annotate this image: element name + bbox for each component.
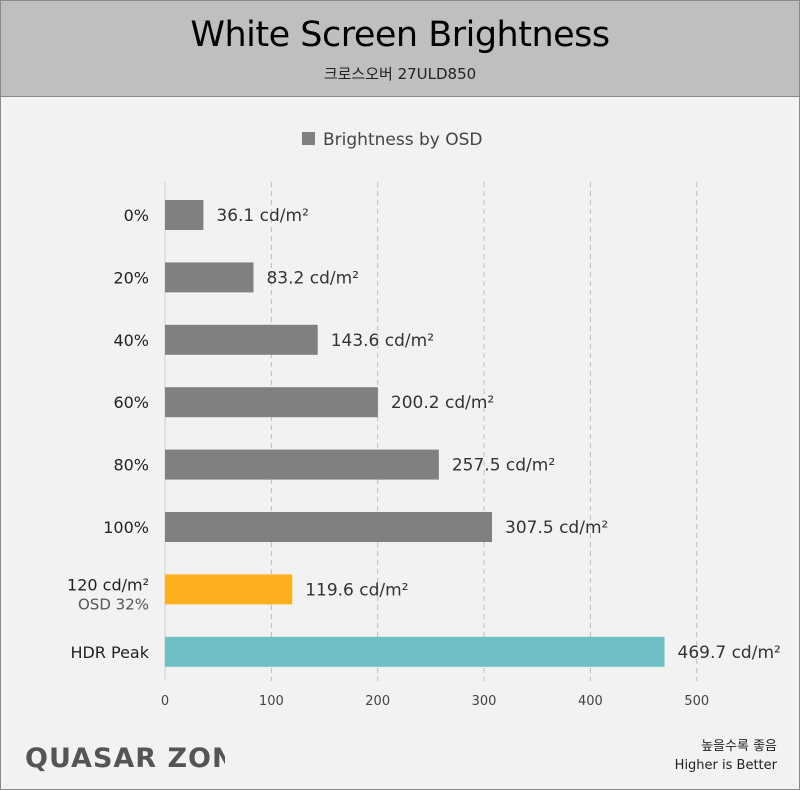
- x-tick-label: 200: [365, 694, 390, 709]
- category-label: 80%: [113, 456, 149, 475]
- bar-value-label: 469.7 cd/m²: [678, 643, 781, 663]
- bar: [165, 387, 378, 418]
- footer-note-en: Higher is Better: [674, 758, 777, 773]
- bar: [165, 262, 254, 293]
- category-sublabel: OSD 32%: [78, 595, 149, 613]
- footer-note: 높을수록 좋음 Higher is Better: [675, 737, 777, 775]
- bar-value-label: 36.1 cd/m²: [216, 206, 308, 226]
- chart-title: White Screen Brightness: [190, 15, 610, 55]
- category-label: 40%: [113, 331, 149, 350]
- category-label: 20%: [113, 268, 149, 287]
- chart-subtitle: 크로스오버 27ULD850: [323, 65, 477, 83]
- logo-text: QUASAR ZONE: [25, 743, 225, 773]
- x-tick-label: 0: [161, 694, 169, 709]
- bar: [165, 324, 318, 355]
- bar: [165, 200, 204, 230]
- footer-note-ko: 높을수록 좋음: [701, 739, 777, 754]
- bar-value-label: 119.6 cd/m²: [305, 580, 408, 600]
- bar-chart: Brightness by OSD 36.1 cd/m² 0% 83.2 cd/m²…: [67, 130, 781, 709]
- legend-label: Brightness by OSD: [323, 130, 482, 150]
- bar-value-label: 143.6 cd/m²: [331, 331, 434, 351]
- category-label: HDR Peak: [70, 643, 149, 662]
- category-label: 120 cd/m²: [67, 575, 149, 594]
- x-tick-label: 100: [259, 694, 284, 709]
- bar-value-label: 257.5 cd/m²: [452, 456, 555, 476]
- bar: [165, 574, 293, 605]
- chart-header: White Screen Brightness 크로스오버 27ULD850: [1, 1, 799, 97]
- category-label: 100%: [103, 518, 149, 537]
- category-label: 0%: [124, 206, 149, 225]
- bar: [165, 512, 493, 542]
- legend-swatch: [302, 132, 315, 145]
- bar: [165, 449, 439, 480]
- quasarzone-logo: QUASAR ZONE: [25, 743, 225, 773]
- bar-value-label: 200.2 cd/m²: [391, 393, 494, 413]
- bar-value-label: 83.2 cd/m²: [266, 268, 359, 288]
- x-tick-label: 300: [472, 694, 497, 709]
- x-tick-label: 500: [684, 694, 709, 709]
- x-tick-label: 400: [578, 694, 603, 709]
- bar: [165, 636, 665, 667]
- chart-legend: Brightness by OSD: [302, 130, 482, 150]
- category-label: 60%: [113, 393, 149, 412]
- bar-value-label: 307.5 cd/m²: [505, 518, 608, 538]
